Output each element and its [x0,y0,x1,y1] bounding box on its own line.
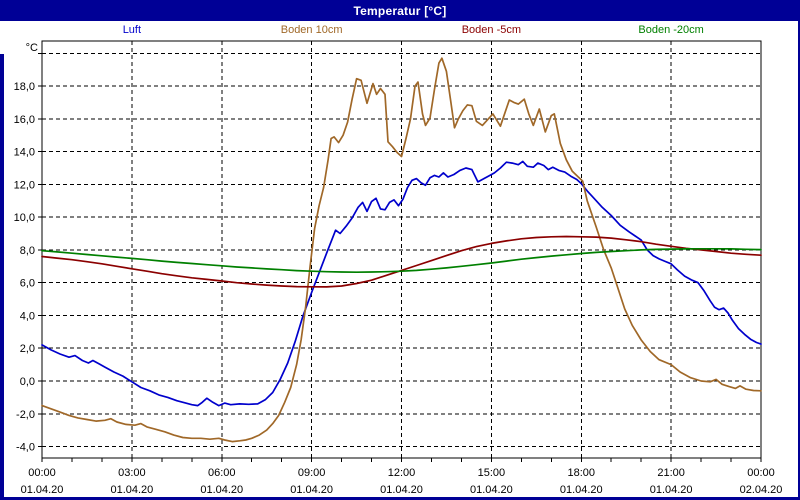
window-frame-left [0,54,4,497]
y-axis-label: 8,0 [20,245,35,257]
x-axis-date-label: 01.04.20 [650,484,693,496]
y-axis-label: 2,0 [20,343,35,355]
x-axis-time-label: 03:00 [118,467,146,479]
y-axis-label: 14,0 [14,147,35,159]
y-axis-label: -2,0 [16,409,35,421]
legend-item-luft: Luft [122,24,142,36]
y-axis-unit-label: °C [26,42,38,54]
x-axis-date-label: 01.04.20 [470,484,513,496]
titlebar: Temperatur [°C] [0,0,800,21]
y-axis-label: 12,0 [14,179,35,191]
window-frame-bottom [0,497,800,500]
y-axis-label: 6,0 [20,278,35,290]
series-line-boden-10cm [41,57,762,443]
y-axis-label: 18,0 [14,81,35,93]
x-axis-time-label: 00:00 [28,467,56,479]
legend-item-boden-20cm: Boden -20cm [638,24,704,36]
x-axis-time-label: 06:00 [208,467,236,479]
x-axis-time-label: 09:00 [298,467,326,479]
x-axis-time-label: 21:00 [657,467,685,479]
y-axis-label: 0,0 [20,376,35,388]
x-axis-date-label: 02.04.20 [740,484,783,496]
x-axis-date-label: 01.04.20 [380,484,423,496]
legend-item-boden-10cm: Boden 10cm [280,24,343,36]
y-axis-label: -4,0 [16,442,35,454]
window-title: Temperatur [°C] [353,3,447,18]
y-axis-label: 16,0 [14,114,35,126]
x-axis-date-label: 01.04.20 [200,484,243,496]
x-axis-time-label: 00:00 [747,467,775,479]
x-axis-date-label: 01.04.20 [560,484,603,496]
x-axis-date-label: 01.04.20 [21,484,64,496]
y-axis-label: 4,0 [20,310,35,322]
x-axis-date-label: 01.04.20 [290,484,333,496]
chart-legend: Luft Boden 10cm Boden -5cm Boden -20cm [42,22,761,38]
x-axis-time-label: 15:00 [478,467,506,479]
window-frame-right [798,21,800,497]
x-axis-time-label: 18:00 [567,467,595,479]
y-axis-label: 10,0 [14,212,35,224]
series-line-boden-20cm [41,247,762,274]
x-axis-date-label: 01.04.20 [110,484,153,496]
x-axis-time-label: 12:00 [388,467,416,479]
series-line-luft [41,160,762,407]
legend-item-boden-5cm: Boden -5cm [461,24,522,36]
